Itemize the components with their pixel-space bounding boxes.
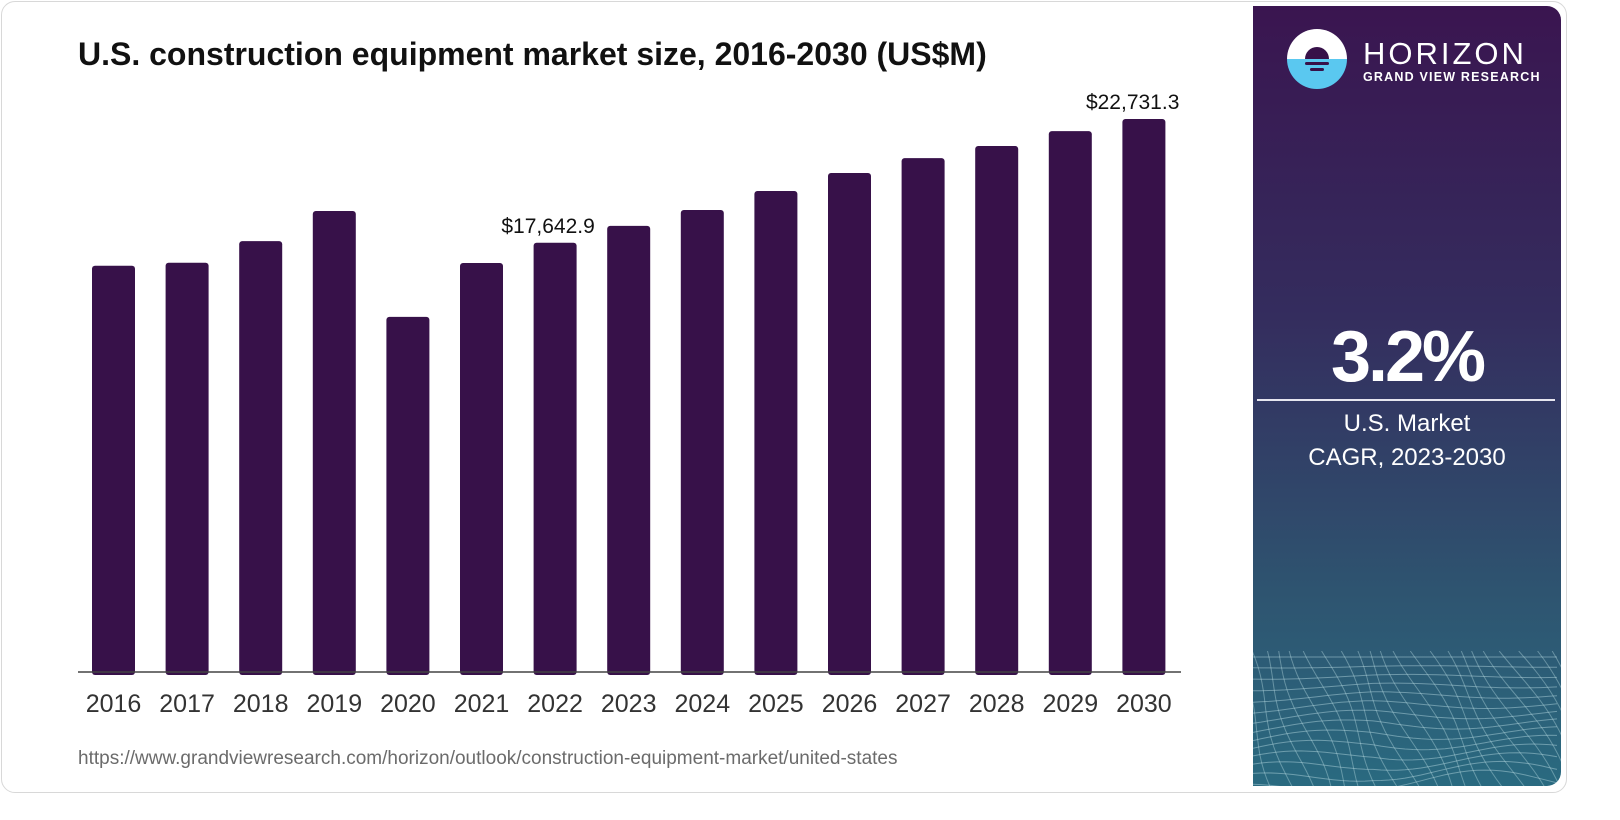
bar-2020 bbox=[386, 316, 430, 675]
mesh-line bbox=[1357, 651, 1420, 786]
mesh-line bbox=[1498, 651, 1561, 736]
bar-2024 bbox=[680, 210, 724, 675]
sidebar-panel: HORIZON GRAND VIEW RESEARCH 3.2% U.S. Ma… bbox=[1253, 6, 1561, 786]
x-tick-label: 2027 bbox=[895, 690, 951, 718]
source-url[interactable]: https://www.grandviewresearch.com/horizo… bbox=[78, 748, 898, 769]
mesh-line bbox=[1460, 651, 1545, 786]
mesh-line bbox=[1253, 691, 1558, 703]
bar-2027 bbox=[901, 158, 945, 675]
mesh-line bbox=[1409, 651, 1482, 786]
mesh-line bbox=[1379, 651, 1453, 786]
mesh-line bbox=[1253, 752, 1558, 771]
mesh-line bbox=[1253, 769, 1558, 786]
divider bbox=[1257, 399, 1555, 401]
brand-name: HORIZON bbox=[1363, 36, 1527, 71]
x-tick-label: 2028 bbox=[969, 690, 1025, 718]
data-label-2030: $22,731.3 bbox=[1086, 91, 1179, 114]
mesh-line bbox=[1302, 651, 1359, 786]
mesh-line bbox=[1253, 726, 1558, 742]
mesh-line bbox=[1253, 760, 1558, 782]
bar-2025 bbox=[754, 191, 798, 676]
mesh-line bbox=[1288, 651, 1345, 786]
x-tick-label: 2019 bbox=[306, 690, 362, 718]
bar-2019 bbox=[312, 210, 356, 675]
x-tick-label: 2025 bbox=[748, 690, 804, 718]
bar-2016 bbox=[92, 265, 135, 675]
x-tick-label: 2020 bbox=[380, 690, 436, 718]
data-label-2022: $17,642.9 bbox=[501, 215, 594, 238]
horizon-sun-icon bbox=[1287, 29, 1347, 89]
mesh-line bbox=[1253, 673, 1558, 680]
mesh-line bbox=[1253, 734, 1558, 751]
bar-chart: 2016 2017 2018 2019 2020 2021 2022 $17,642.9 202… bbox=[78, 91, 1181, 718]
brand-subtitle: GRAND VIEW RESEARCH bbox=[1363, 70, 1541, 84]
mesh-line bbox=[1392, 651, 1466, 786]
mesh-line bbox=[1369, 651, 1439, 786]
x-tick-label: 2024 bbox=[674, 690, 730, 718]
mesh-line bbox=[1429, 651, 1503, 786]
mesh-line bbox=[1253, 700, 1271, 786]
mesh-line bbox=[1253, 709, 1558, 724]
x-tick-label: 2023 bbox=[601, 690, 657, 718]
x-tick-label: 2030 bbox=[1116, 690, 1172, 718]
mesh-line bbox=[1253, 700, 1558, 714]
mesh-line bbox=[1253, 651, 1293, 786]
x-tick-label: 2021 bbox=[454, 690, 510, 718]
chart-title: U.S. construction equipment market size,… bbox=[78, 36, 987, 72]
bar-2028 bbox=[975, 146, 1019, 676]
x-tick-label: 2017 bbox=[159, 690, 215, 718]
mesh-line bbox=[1253, 743, 1558, 761]
mesh-line bbox=[1253, 718, 1558, 733]
x-tick-label: 2026 bbox=[822, 690, 878, 718]
mesh-line bbox=[1518, 651, 1561, 712]
mesh-line bbox=[1340, 651, 1398, 786]
x-tick-label: 2022 bbox=[527, 690, 583, 718]
cagr-caption-line1: U.S. Market bbox=[1343, 410, 1471, 437]
bar-2022 bbox=[533, 242, 577, 676]
x-tick-label: 2029 bbox=[1042, 690, 1098, 718]
bar-2029 bbox=[1048, 131, 1092, 675]
mesh-line bbox=[1482, 651, 1561, 762]
mesh-line bbox=[1278, 651, 1332, 786]
mesh-line bbox=[1447, 651, 1525, 786]
x-tick-label: 2018 bbox=[233, 690, 289, 718]
bar-2018 bbox=[239, 241, 283, 676]
bar-2017 bbox=[165, 262, 209, 675]
mesh-line bbox=[1253, 682, 1558, 692]
cagr-caption-line2: CAGR, 2023-2030 bbox=[1308, 444, 1506, 471]
mesh-pattern bbox=[1253, 651, 1561, 786]
mesh-line bbox=[1321, 651, 1376, 786]
mesh-line bbox=[1471, 651, 1560, 786]
mesh-line bbox=[1267, 651, 1314, 786]
mesh-line bbox=[1537, 651, 1561, 689]
bar-2026 bbox=[828, 173, 871, 675]
cagr-value: 3.2% bbox=[1330, 317, 1486, 397]
bar-2021 bbox=[460, 263, 503, 675]
mesh-line bbox=[1253, 665, 1557, 669]
bar-2030 bbox=[1122, 119, 1166, 675]
x-tick-label: 2016 bbox=[86, 690, 142, 718]
bar-2023 bbox=[607, 225, 651, 675]
